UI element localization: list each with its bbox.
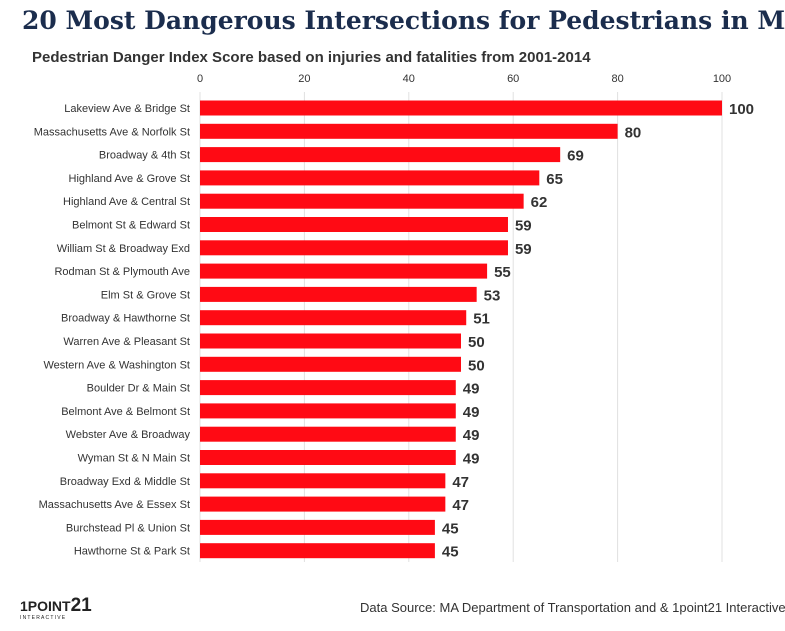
value-label: 80 bbox=[625, 124, 642, 141]
chart-subtitle: Pedestrian Danger Index Score based on i… bbox=[32, 49, 591, 66]
bar bbox=[200, 473, 446, 489]
category-label: Belmont St & Edward St bbox=[72, 220, 190, 232]
value-label: 50 bbox=[468, 357, 485, 374]
value-label: 59 bbox=[515, 241, 532, 258]
bar bbox=[200, 519, 435, 535]
category-label: Elm St & Grove St bbox=[101, 289, 190, 301]
x-tick-label: 20 bbox=[298, 73, 310, 85]
category-label: Burchstead Pl & Union St bbox=[66, 522, 190, 534]
bar bbox=[200, 217, 508, 232]
category-label: Broadway Exd & Middle St bbox=[60, 476, 190, 488]
bar bbox=[200, 193, 524, 209]
brand-logo: 1POINT21 INTERACTIVE bbox=[20, 596, 92, 621]
category-label: William St & Broadway Exd bbox=[57, 243, 190, 255]
category-label: Broadway & 4th St bbox=[99, 150, 190, 162]
bar bbox=[200, 543, 435, 559]
x-tick-label: 80 bbox=[611, 73, 623, 85]
bar bbox=[200, 123, 618, 139]
bar bbox=[200, 147, 561, 163]
value-label: 62 bbox=[531, 194, 548, 211]
bar bbox=[200, 263, 488, 279]
category-label: Massachusetts Ave & Norfolk St bbox=[34, 126, 190, 138]
value-label: 45 bbox=[442, 520, 459, 537]
value-label: 49 bbox=[463, 451, 480, 468]
category-label: Rodman St & Plymouth Ave bbox=[54, 266, 190, 278]
bar bbox=[200, 356, 461, 372]
category-label: Broadway & Hawthorne St bbox=[61, 313, 190, 325]
x-tick-label: 0 bbox=[197, 73, 203, 85]
category-label: Webster Ave & Broadway bbox=[66, 429, 191, 441]
category-label: Warren Ave & Pleasant St bbox=[63, 336, 190, 348]
value-label: 51 bbox=[473, 311, 490, 328]
value-label: 59 bbox=[515, 218, 532, 235]
value-label: 55 bbox=[494, 264, 511, 281]
bar bbox=[200, 450, 456, 465]
bar bbox=[200, 403, 456, 419]
category-label: Highland Ave & Grove St bbox=[69, 173, 190, 185]
bar bbox=[200, 100, 722, 116]
logo-subtext: INTERACTIVE bbox=[20, 615, 67, 621]
value-label: 49 bbox=[463, 427, 480, 444]
chart-title: 20 Most Dangerous Intersections for Pede… bbox=[22, 6, 785, 35]
bar bbox=[200, 286, 477, 302]
category-label: Hawthorne St & Park St bbox=[74, 546, 190, 558]
x-tick-label: 100 bbox=[713, 73, 731, 85]
value-label: 49 bbox=[463, 404, 480, 421]
category-label: Belmont Ave & Belmont St bbox=[61, 406, 190, 418]
category-label: Boulder Dr & Main St bbox=[87, 383, 190, 395]
category-label: Highland Ave & Central St bbox=[63, 196, 190, 208]
category-label: Western Ave & Washington St bbox=[43, 359, 190, 371]
bar bbox=[200, 170, 540, 186]
category-label: Lakeview Ave & Bridge St bbox=[64, 103, 190, 115]
x-tick-label: 40 bbox=[403, 73, 415, 85]
value-label: 53 bbox=[484, 287, 501, 304]
bar bbox=[200, 496, 446, 512]
logo-suffix: 21 bbox=[70, 595, 92, 616]
value-label: 45 bbox=[442, 544, 459, 561]
value-label: 49 bbox=[463, 381, 480, 398]
bar bbox=[200, 426, 456, 442]
logo-prefix: 1POINT bbox=[20, 598, 71, 614]
category-label: Massachusetts Ave & Essex St bbox=[39, 499, 190, 511]
value-label: 65 bbox=[546, 171, 563, 188]
value-label: 50 bbox=[468, 334, 485, 351]
bar bbox=[200, 240, 508, 256]
data-source-note: Data Source: MA Department of Transporta… bbox=[360, 600, 785, 615]
x-tick-label: 60 bbox=[507, 73, 519, 85]
bar bbox=[200, 380, 456, 396]
value-label: 100 bbox=[729, 101, 754, 118]
bar bbox=[200, 333, 461, 349]
category-label: Wyman St & N Main St bbox=[78, 453, 190, 465]
value-label: 47 bbox=[452, 474, 469, 491]
value-label: 47 bbox=[452, 497, 469, 514]
value-label: 69 bbox=[567, 148, 584, 165]
bar bbox=[200, 310, 467, 326]
